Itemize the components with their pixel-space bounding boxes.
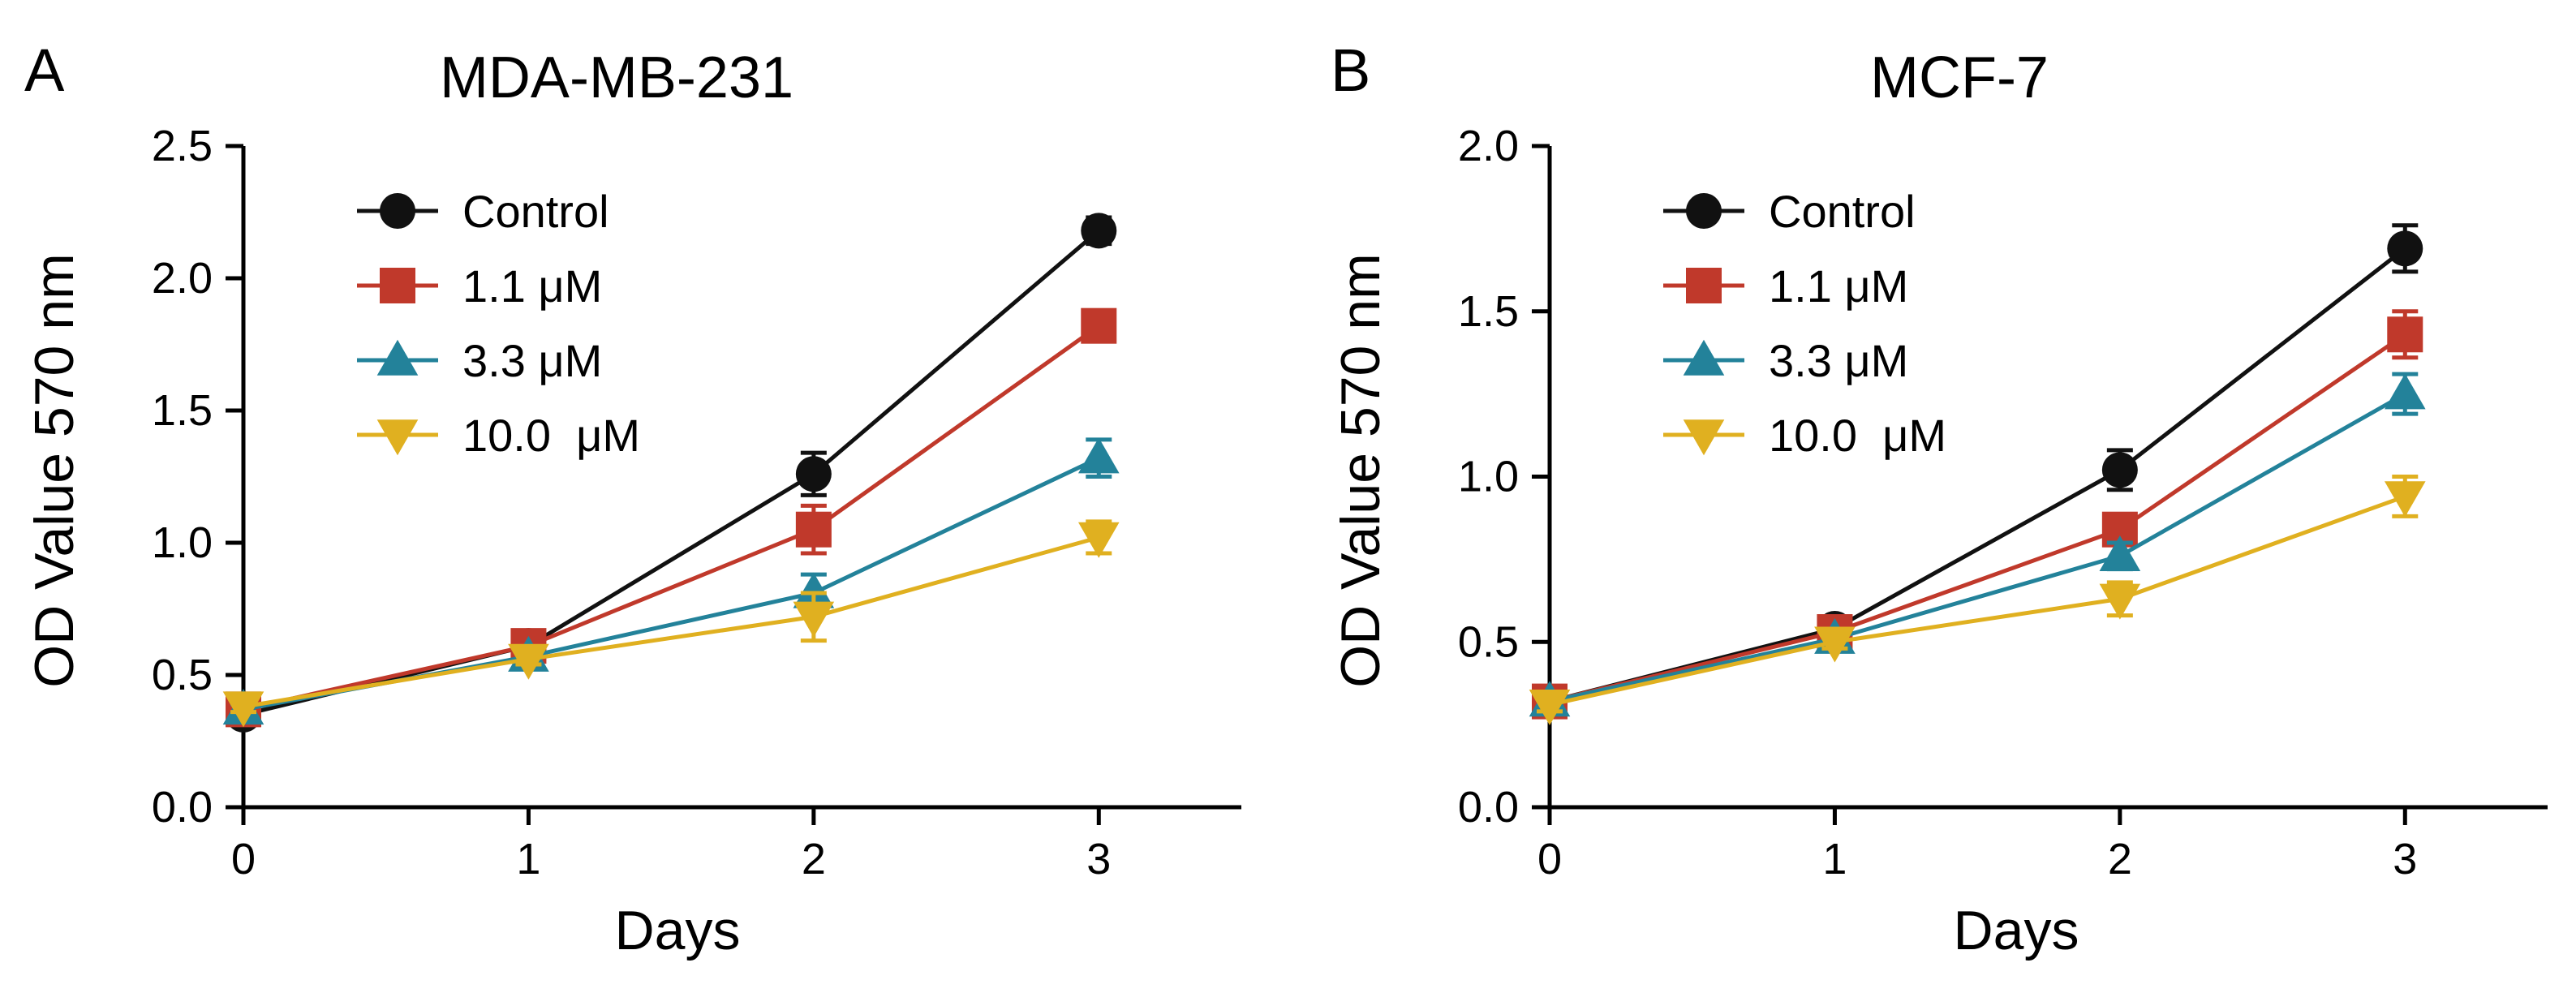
x-tick-label: 3 [2393,835,2417,883]
data-point [508,643,549,680]
panel-a: A MDA-MB-231 OD Value 570 nm Days 0.0 0.5… [24,37,1241,961]
series-line [243,324,1100,711]
series-line [243,535,1099,709]
series-circle [1532,223,2423,720]
y-tick-label: 0.0 [152,783,213,832]
data-point [1077,522,1120,558]
series-line [1549,494,2406,707]
x-axis-label: Days [615,900,741,961]
legend-marker [1686,193,1722,229]
legend-marker [376,339,419,376]
legend-marker [1686,268,1722,303]
legend-label: 10.0 μM [462,410,640,461]
series-line [1549,392,2406,704]
y-tick-label: 2.0 [152,254,213,303]
legend-marker [1683,339,1725,376]
series-line [243,456,1100,711]
y-tick-label: 1.0 [1458,453,1519,501]
data-point [1077,437,1120,474]
series-line [1549,333,2406,704]
legend-marker [380,193,415,229]
y-tick-label: 1.5 [152,386,213,435]
series-triangle-down [1529,475,2426,725]
legend-label: 1.1 μM [462,260,602,312]
data-point [1814,626,1856,663]
x-tick-label: 2 [2108,835,2132,883]
x-tick-label: 1 [1822,835,1847,883]
data-point [2387,316,2423,353]
data-point [795,511,832,548]
data-point [795,456,832,492]
x-tick-label: 2 [802,835,826,883]
plot-area: 0.0 0.5 1.0 1.5 2.0 0 1 2 3 Control 1.1 μM 3.3 μM 10… [1458,122,2548,883]
x-tick-label: 1 [516,835,540,883]
y-axis-label: OD Value 570 nm [24,253,85,687]
legend-marker [380,268,415,303]
data-point [1081,307,1117,344]
data-point [2384,373,2426,410]
y-axis-label: OD Value 570 nm [1330,253,1391,687]
data-point [1529,689,1571,725]
series-line [243,229,1100,717]
legend-label: 10.0 μM [1769,410,1946,461]
x-tick-label: 0 [1537,835,1562,883]
panel-label: B [1331,37,1370,104]
legend-marker [1683,419,1725,456]
legend-label: Control [1769,186,1916,237]
legend-label: 3.3 μM [1769,335,1908,386]
x-tick-label: 0 [231,835,256,883]
legend-label: 1.1 μM [1769,260,1908,312]
data-point [793,601,835,638]
data-point [2387,230,2423,267]
series-triangle-up [1529,372,2426,717]
data-point [2384,481,2426,518]
y-tick-label: 0.0 [1458,783,1519,832]
y-tick-label: 0.5 [1458,617,1519,666]
data-point [1081,213,1117,249]
legend-marker [376,419,419,456]
data-point [222,691,264,728]
data-point [2101,452,2138,488]
series-circle [226,213,1117,733]
series-square [1532,309,2423,720]
series-line [1549,247,2406,704]
panel-b: B MCF-7 OD Value 570 nm Days 0.0 0.5 1.0 1.… [1330,37,2548,961]
series-triangle-down [222,519,1120,728]
y-tick-label: 2.0 [1458,122,1519,170]
legend: Control 1.1 μM 3.3 μM 10.0 μM [1663,186,1946,461]
legend: Control 1.1 μM 3.3 μM 10.0 μM [357,186,640,461]
chart-title: MDA-MB-231 [440,45,793,110]
y-tick-label: 0.5 [152,651,213,699]
data-point [793,572,835,608]
legend-label: 3.3 μM [462,335,602,386]
chart-title: MCF-7 [1870,45,2049,110]
panel-label: A [24,37,65,104]
plot-area: 0.0 0.5 1.0 1.5 2.0 2.5 0 1 2 3 Control 1.1 μM 3.3 μ… [152,122,1241,883]
series-square [226,307,1117,728]
data-point [2099,535,2141,571]
y-tick-label: 1.5 [1458,287,1519,336]
y-tick-label: 1.0 [152,518,213,567]
x-axis-label: Days [1954,900,2079,961]
legend-label: Control [462,186,609,237]
y-tick-label: 2.5 [152,122,213,170]
data-point [2099,583,2141,620]
x-tick-label: 3 [1086,835,1111,883]
series-triangle-up [222,437,1120,725]
